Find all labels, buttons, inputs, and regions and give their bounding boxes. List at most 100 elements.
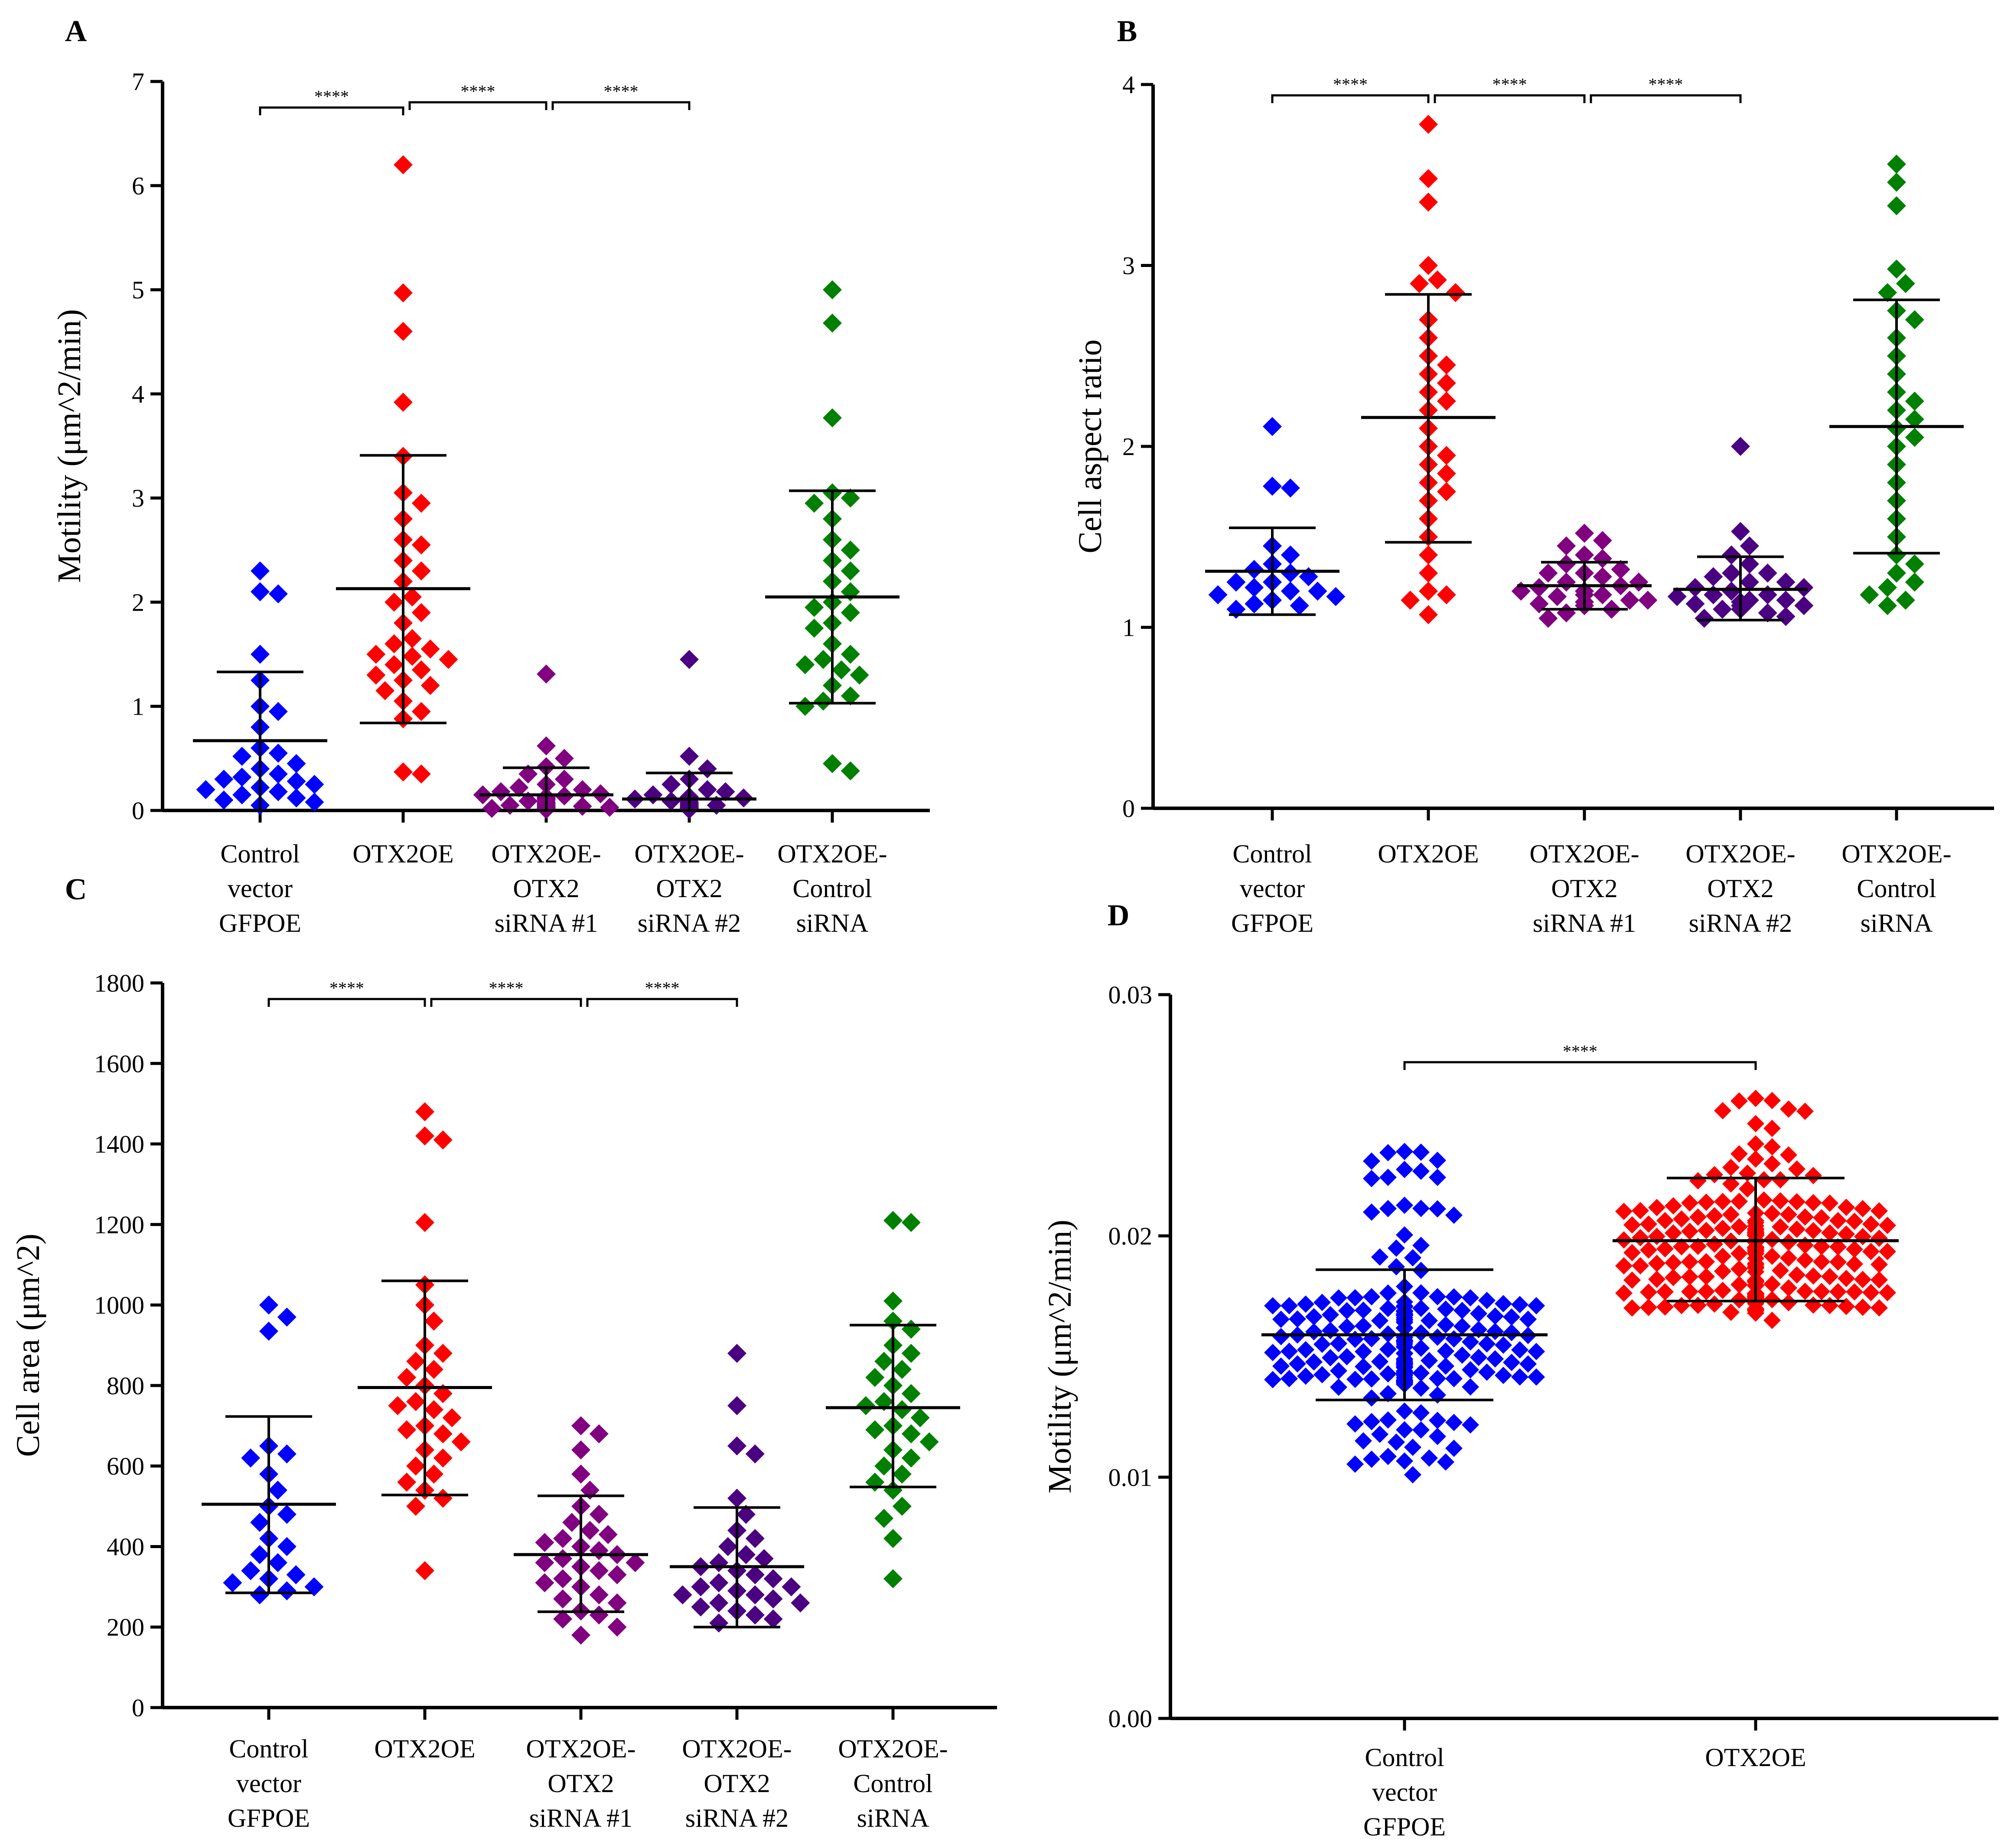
y-tick-label: 4 xyxy=(1122,71,1135,99)
data-point xyxy=(1740,536,1759,556)
data-point xyxy=(1388,1258,1405,1275)
data-point xyxy=(1905,410,1924,429)
data-point xyxy=(865,1472,885,1492)
data-point xyxy=(1747,1304,1764,1322)
data-point xyxy=(1419,192,1438,212)
data-point xyxy=(1780,1146,1797,1164)
data-point xyxy=(442,1408,462,1428)
data-point xyxy=(1706,1295,1723,1313)
data-point xyxy=(589,1505,609,1524)
data-point xyxy=(424,1360,443,1379)
data-point xyxy=(553,1549,573,1568)
data-point xyxy=(1805,1222,1822,1240)
x-tick-label: OTX2OE- xyxy=(777,839,887,868)
bracket-line xyxy=(1403,1061,1757,1070)
data-point xyxy=(535,1573,554,1593)
y-tick-label: 2 xyxy=(1122,433,1135,461)
data-point xyxy=(1763,1138,1781,1156)
data-point xyxy=(402,647,422,666)
data-point xyxy=(892,1360,912,1379)
significance-stars: **** xyxy=(645,978,680,998)
data-point xyxy=(745,1529,765,1548)
data-point xyxy=(1272,1311,1290,1328)
data-point xyxy=(1429,1428,1446,1445)
data-point xyxy=(1813,1282,1830,1300)
data-point xyxy=(1780,1249,1797,1267)
data-point xyxy=(1593,585,1612,605)
data-point xyxy=(1656,1212,1674,1230)
data-point xyxy=(366,665,386,685)
series-1 xyxy=(336,155,470,784)
significance-bracket: **** xyxy=(551,81,691,111)
data-point xyxy=(1281,1343,1298,1360)
data-point xyxy=(394,322,413,341)
data-point xyxy=(1698,1222,1715,1240)
data-point xyxy=(433,1130,453,1150)
data-point xyxy=(1730,1275,1748,1293)
data-point xyxy=(1308,582,1327,601)
x-tick-label: OTX2OE- xyxy=(1529,839,1639,868)
y-tick-label: 1 xyxy=(1122,614,1135,642)
data-point xyxy=(1412,1379,1430,1397)
data-point xyxy=(1772,1171,1789,1189)
data-point xyxy=(718,1537,738,1556)
significance-stars: **** xyxy=(1493,75,1527,94)
data-point xyxy=(1462,1289,1479,1307)
data-point xyxy=(1371,1353,1388,1370)
significance-bracket: **** xyxy=(1271,75,1430,104)
series-4 xyxy=(1829,154,1964,615)
data-point xyxy=(1788,1193,1805,1211)
data-point xyxy=(1629,573,1649,592)
data-point xyxy=(1410,274,1429,293)
data-point xyxy=(1264,1297,1281,1314)
data-point xyxy=(1623,1299,1641,1317)
data-point xyxy=(1470,1305,1487,1322)
data-point xyxy=(268,743,288,763)
y-tick-label: 1 xyxy=(132,693,144,721)
data-point xyxy=(1396,1161,1413,1178)
data-point xyxy=(1462,1416,1479,1434)
bracket-line xyxy=(1271,94,1430,104)
significance-stars: **** xyxy=(1333,75,1368,94)
y-axis-label: Cell aspect ratio xyxy=(1072,339,1108,553)
data-point xyxy=(754,1549,774,1568)
data-point xyxy=(1758,563,1777,583)
series-0 xyxy=(1205,417,1346,619)
data-point xyxy=(1776,607,1796,626)
data-point xyxy=(1632,1202,1649,1220)
data-point xyxy=(1245,594,1264,614)
x-tick-label: siRNA xyxy=(796,909,869,937)
data-point xyxy=(1695,608,1714,628)
data-point xyxy=(841,603,860,622)
data-point xyxy=(1412,1236,1430,1254)
x-tick-label: OTX2OE- xyxy=(491,839,601,868)
data-point xyxy=(1805,1296,1822,1314)
data-point xyxy=(223,1573,242,1593)
panel-d: D 0.00 0.01 0.02 0.03 Motility (μm^2/min) Cont… xyxy=(1042,899,1998,1841)
data-point xyxy=(1838,1198,1855,1216)
data-point xyxy=(1437,585,1456,605)
data-point xyxy=(691,1577,710,1597)
data-point xyxy=(1632,1257,1649,1275)
y-tick-label: 3 xyxy=(132,484,144,512)
series-3 xyxy=(670,1344,810,1633)
data-point xyxy=(1689,1172,1707,1190)
data-point xyxy=(406,1392,426,1412)
data-point xyxy=(1648,1255,1665,1272)
data-point xyxy=(554,748,574,768)
data-point xyxy=(1821,1224,1838,1242)
data-point xyxy=(1486,1307,1504,1325)
data-point xyxy=(919,1432,939,1451)
data-point xyxy=(841,561,860,581)
x-tick-label: OTX2OE- xyxy=(1841,839,1951,868)
series-2 xyxy=(1511,524,1658,628)
data-point xyxy=(1330,1362,1347,1379)
y-tick-label: 600 xyxy=(107,1452,144,1480)
x-tick-label: OTX2OE- xyxy=(526,1734,635,1763)
data-point xyxy=(1519,1355,1537,1373)
significance-stars: **** xyxy=(314,87,349,106)
data-point xyxy=(1593,549,1612,568)
data-point xyxy=(1511,1296,1528,1314)
data-point xyxy=(1681,1283,1698,1301)
data-point xyxy=(680,747,699,766)
